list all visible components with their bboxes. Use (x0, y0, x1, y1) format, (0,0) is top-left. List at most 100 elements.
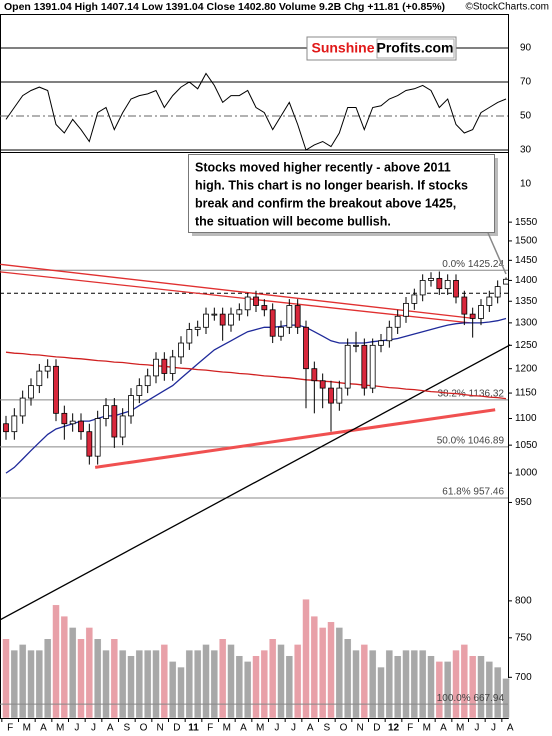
annotation-box (188, 154, 495, 233)
candle-body (136, 385, 143, 396)
volume-bar (327, 621, 335, 719)
x-tick-label: F (7, 723, 13, 734)
x-tick-label: O (340, 723, 348, 734)
x-tick-label: M (223, 723, 231, 734)
candle-body (344, 344, 351, 389)
volume-bar (60, 615, 69, 719)
candle-body (44, 365, 51, 372)
x-tick-label: F (407, 723, 413, 734)
volume-bar (377, 666, 385, 719)
candle-body (219, 313, 226, 326)
volume-bar (443, 661, 452, 719)
y-tick-label: 1050 (515, 440, 538, 451)
y-tick-label: 1350 (515, 296, 538, 307)
x-tick-label: J (291, 723, 296, 734)
volume-bar (218, 638, 227, 719)
candle-body (19, 397, 26, 417)
candle-body (278, 326, 284, 337)
moving-average (5, 317, 507, 474)
candle-body (69, 420, 76, 425)
candle-body (469, 313, 476, 319)
candle-body (228, 313, 234, 326)
y-tick-label: 800 (515, 596, 532, 607)
candle-body (319, 380, 326, 389)
volume-bar (52, 604, 60, 719)
volume-bar (243, 661, 252, 719)
y-tick-label: 1250 (515, 340, 538, 351)
annotation-arrow (487, 232, 507, 275)
x-tick-label: N (157, 723, 164, 734)
y-tick-label: 1550 (515, 217, 538, 228)
volume-bar (460, 644, 469, 719)
volume-bar (35, 649, 44, 719)
candle-body (461, 296, 468, 315)
candle-body (369, 344, 376, 389)
x-tick-label: 12 (388, 723, 400, 734)
y-tick-label: 1450 (515, 255, 538, 266)
candle-body (478, 305, 484, 319)
x-tick-label: F (207, 723, 213, 734)
candle-body (486, 296, 493, 306)
x-tick-label: M (423, 723, 431, 734)
rsi-tick-label: 10 (520, 179, 532, 190)
candle-body (311, 368, 318, 382)
candle-body (194, 326, 201, 330)
candle-body (303, 326, 309, 370)
volume-bar (368, 649, 377, 719)
volume-bar (160, 644, 169, 719)
fib-label: 38.2% 1136.32 (437, 389, 504, 400)
volume-bar (435, 661, 444, 719)
volume-bar (452, 649, 460, 719)
fib-label: 0.0% 1425.24 (442, 259, 504, 270)
candle-body (28, 385, 34, 399)
volume-bar (252, 655, 260, 719)
x-tick-label: M (256, 723, 264, 734)
volume-bar (2, 638, 10, 719)
volume-bar (285, 655, 294, 719)
volume-bar (202, 644, 210, 719)
volume-bar (43, 638, 52, 719)
logo-right (376, 38, 455, 59)
volume-bar (185, 649, 194, 719)
x-tick-label: D (373, 723, 380, 734)
y-tick-label: 1300 (515, 318, 538, 329)
y-tick-label: 750 (515, 632, 532, 643)
candle-body (86, 431, 93, 457)
candle-body (203, 313, 209, 328)
candle-body (186, 329, 193, 344)
annotation-line: break and confirm the breakout above 142… (195, 196, 456, 210)
x-tick-label: J (274, 723, 279, 734)
x-tick-label: N (357, 723, 364, 734)
volume-bar (227, 644, 235, 719)
volume-bar (93, 638, 102, 719)
candle-body (144, 375, 151, 387)
y-tick-label: 1200 (515, 363, 538, 374)
candle-body (61, 412, 68, 425)
candle-body (453, 280, 459, 298)
x-tick-label: 11 (188, 723, 199, 734)
x-tick-label: A (240, 723, 247, 734)
volume-bar (168, 661, 177, 719)
x-tick-label: A (107, 723, 114, 734)
candle-body (269, 309, 276, 337)
x-tick-label: J (91, 723, 96, 734)
fib-label: 50.0% 1046.89 (437, 435, 505, 446)
volume-bar (418, 649, 427, 719)
candle-body (178, 342, 184, 358)
y-tick-label: 1500 (515, 236, 538, 247)
annotation-line: high. This chart is no longer bearish. I… (195, 178, 468, 192)
volume-bar (360, 644, 369, 719)
x-tick-label: J (474, 723, 479, 734)
candle-body (444, 280, 451, 290)
y-tick-label: 1150 (515, 388, 537, 399)
volume-bar (18, 644, 27, 719)
volume-bar (177, 666, 185, 719)
volume-bar (152, 649, 160, 719)
y-tick-label: 950 (515, 497, 532, 508)
trend-line (0, 271, 471, 324)
candle-body (494, 286, 501, 298)
volume-bar (393, 655, 402, 719)
x-tick-label: S (123, 723, 130, 734)
source: ©StockCharts.com (465, 2, 549, 13)
